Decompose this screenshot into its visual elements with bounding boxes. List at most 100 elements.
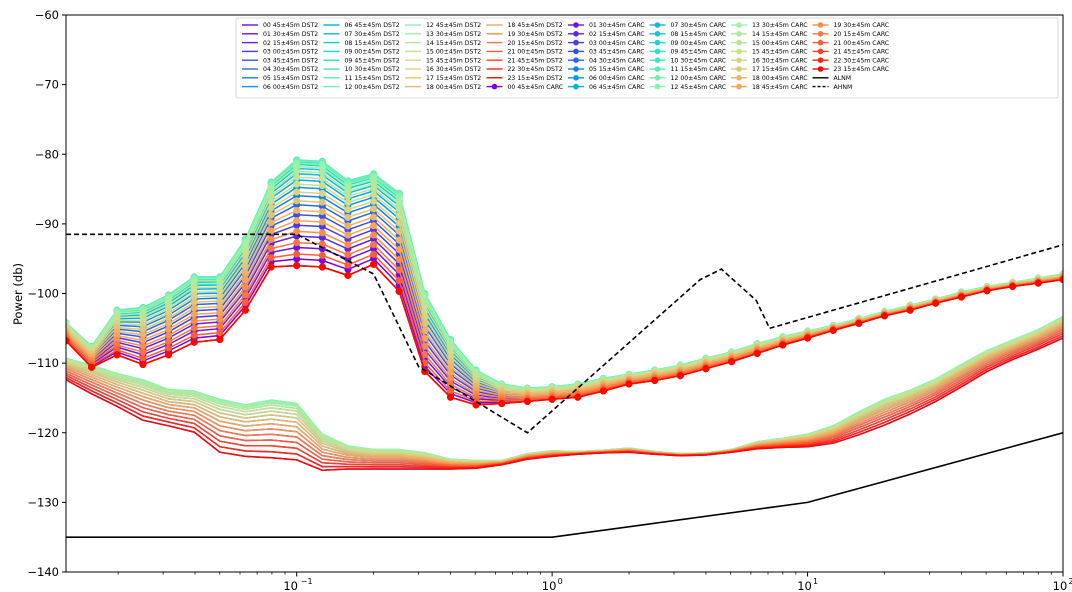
legend-label: 20 15±45m CARC: [834, 31, 890, 38]
series-marker-carc: [779, 341, 787, 349]
series-marker-carc: [318, 208, 326, 216]
alnm-line: [66, 432, 1063, 539]
series-marker-carc: [395, 266, 403, 274]
series-marker-carc: [395, 277, 403, 285]
x-tick-label: 10: [797, 579, 812, 592]
series-line-carc: [66, 235, 1063, 399]
legend-label: 02 15±45m DST2: [263, 40, 318, 47]
series-line-carc: [66, 204, 1063, 395]
series-marker-carc: [344, 205, 352, 214]
series-marker-carc: [241, 291, 249, 299]
legend-label: 02 15±45m CARC: [589, 31, 645, 38]
legend-label: 15 00±45m DST2: [426, 49, 481, 56]
legend-label: 13 30±45m CARC: [752, 22, 808, 29]
series-layer: [66, 156, 1063, 539]
series-marker-carc: [651, 376, 659, 385]
legend-marker: [654, 22, 661, 28]
series-marker-carc: [164, 351, 173, 359]
series-marker-carc: [625, 380, 633, 388]
legend-marker: [817, 31, 824, 37]
legend-label: 11 15±45m DST2: [345, 75, 400, 82]
series-marker-carc: [139, 342, 147, 350]
series-marker-carc: [318, 181, 326, 190]
series-marker-carc: [318, 251, 326, 259]
y-tick-label: −80: [35, 147, 59, 161]
legend-label: 09 45±45m DST2: [345, 57, 400, 64]
series-marker-carc: [855, 319, 863, 327]
series-line-dst2: [66, 337, 1063, 472]
y-tick-label: −70: [35, 78, 59, 92]
legend-label: 12 45±45m CARC: [671, 84, 727, 91]
series-marker-carc: [190, 298, 198, 306]
series-marker-carc: [164, 325, 173, 333]
series-marker-carc: [113, 351, 121, 359]
series-line-carc: [66, 200, 1063, 395]
legend-label: 05 15±45m DST2: [263, 75, 318, 82]
series-marker-carc: [370, 240, 378, 249]
series-marker-carc: [676, 372, 684, 380]
legend-label: 18 45±45m DST2: [508, 22, 563, 29]
legend-marker: [736, 48, 742, 55]
plot-area: [66, 156, 1063, 539]
legend-marker: [573, 57, 579, 63]
series-marker-carc: [498, 399, 506, 408]
legend-marker: [654, 75, 661, 81]
legend-label: 01 30±45m DST2: [263, 31, 318, 38]
series-marker-carc: [241, 298, 249, 306]
series-marker-carc: [267, 211, 275, 219]
legend-label: 20 15±45m DST2: [508, 40, 563, 47]
legend-marker: [573, 66, 579, 72]
series-marker-carc: [344, 192, 352, 200]
series-marker-carc: [370, 250, 378, 258]
legend-label: 19 30±45m CARC: [834, 22, 890, 29]
series-line-carc: [66, 159, 1063, 389]
legend-marker: [736, 39, 742, 46]
legend-marker: [573, 75, 579, 81]
legend-label: 09 45±45m CARC: [671, 49, 727, 56]
ahnm-line: [66, 233, 1063, 434]
series-marker-carc: [267, 254, 275, 262]
y-tick-label: −120: [27, 426, 59, 440]
legend-label: 18 00±45m CARC: [752, 75, 808, 82]
legend-label: 04 30±45m CARC: [589, 57, 645, 64]
series-marker-carc: [190, 331, 198, 339]
legend-label: 14 15±45m CARC: [752, 31, 808, 38]
legend-label: 15 00±45m CARC: [752, 40, 808, 47]
series-marker-carc: [344, 241, 352, 249]
series-line-carc: [66, 230, 1063, 398]
legend-marker: [736, 57, 742, 63]
legend-label: 22 30±45m CARC: [834, 57, 890, 64]
legend: 00 45±45m DST2 01 30±45m DST2 02 15±45m DS…: [235, 17, 1059, 99]
x-tick-exponent: 1: [813, 577, 818, 586]
series-line-carc: [66, 246, 1063, 401]
series-marker-carc: [957, 293, 965, 301]
series-marker-carc: [395, 236, 403, 244]
series-marker-carc: [190, 317, 198, 325]
series-marker-carc: [395, 256, 403, 264]
legend-label: 12 45±45m DST2: [426, 22, 481, 29]
legend-label: 09 00±45m CARC: [671, 40, 727, 47]
legend-label: AHNM: [834, 84, 853, 91]
series-marker-carc: [395, 212, 403, 220]
y-tick-label: −90: [35, 217, 59, 231]
series-marker-carc: [88, 363, 96, 371]
legend-label: 03 45±45m DST2: [263, 57, 318, 64]
series-marker-carc: [267, 235, 275, 244]
series-marker-carc: [548, 395, 556, 403]
series-marker-carc: [880, 312, 889, 320]
x-tick-exponent: 0: [558, 577, 563, 586]
series-marker-carc: [190, 310, 198, 318]
legend-label: 12 00±45m DST2: [345, 84, 400, 91]
series-marker-carc: [344, 271, 352, 279]
legend-label: 06 45±45m CARC: [589, 84, 645, 91]
series-marker-carc: [753, 349, 761, 357]
legend-label: 15 45±45m CARC: [752, 49, 808, 56]
series-marker-carc: [267, 219, 275, 227]
legend-label: 10 30±45m CARC: [671, 57, 727, 64]
y-tick-label: −110: [27, 356, 59, 370]
legend-label: 08 15±45m CARC: [671, 31, 727, 38]
series-marker-carc: [446, 393, 455, 401]
series-marker-carc: [702, 365, 710, 373]
series-marker-carc: [906, 306, 914, 314]
